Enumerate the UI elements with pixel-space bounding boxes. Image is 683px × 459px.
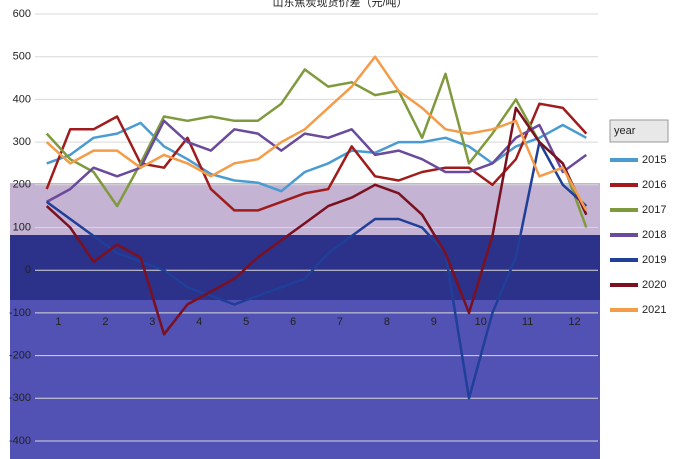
y-tick-label: -300 — [9, 392, 31, 404]
legend-bg — [600, 183, 683, 459]
series-line — [45, 102, 588, 212]
y-tick-label: 100 — [13, 221, 31, 233]
chart-title: 山东焦炭现货价差（元/吨） — [272, 0, 407, 9]
legend-label: 2021 — [642, 304, 666, 316]
x-tick-label: 2 — [102, 316, 108, 328]
legend-label: 2019 — [642, 254, 666, 266]
legend-label: 2016 — [642, 179, 666, 191]
x-tick-label: 4 — [196, 316, 202, 328]
y-tick-label: -100 — [9, 307, 31, 319]
band — [10, 300, 600, 459]
legend-label: 2015 — [642, 154, 666, 166]
legend-label: 2020 — [642, 279, 666, 291]
y-tick-label: 200 — [13, 179, 31, 191]
x-tick-label: 9 — [431, 316, 437, 328]
series-line — [45, 140, 588, 400]
series-line — [45, 106, 588, 336]
legend-label: 2017 — [642, 204, 666, 216]
y-tick-label: -400 — [9, 435, 31, 447]
x-tick-label: 5 — [243, 316, 249, 328]
x-tick-label: 8 — [384, 316, 390, 328]
legend-button[interactable] — [609, 119, 669, 143]
legend-label: 2018 — [642, 229, 666, 241]
y-tick-label: 0 — [25, 264, 31, 276]
series-line — [45, 55, 588, 212]
y-tick-label: 300 — [13, 136, 31, 148]
series-line — [46, 119, 588, 203]
x-tick-label: 7 — [337, 316, 343, 328]
y-tick-label: 600 — [13, 8, 31, 20]
x-tick-label: 12 — [568, 316, 580, 328]
x-tick-label: 10 — [475, 316, 487, 328]
y-tick-label: -200 — [9, 350, 31, 362]
x-tick-label: 1 — [55, 316, 61, 328]
x-tick-label: 11 — [522, 316, 533, 328]
legend-title[interactable]: year — [614, 125, 636, 137]
x-tick-label: 3 — [149, 316, 155, 328]
y-tick-label: 500 — [13, 51, 31, 63]
y-tick-label: 400 — [13, 93, 31, 105]
x-tick-label: 6 — [290, 316, 296, 328]
